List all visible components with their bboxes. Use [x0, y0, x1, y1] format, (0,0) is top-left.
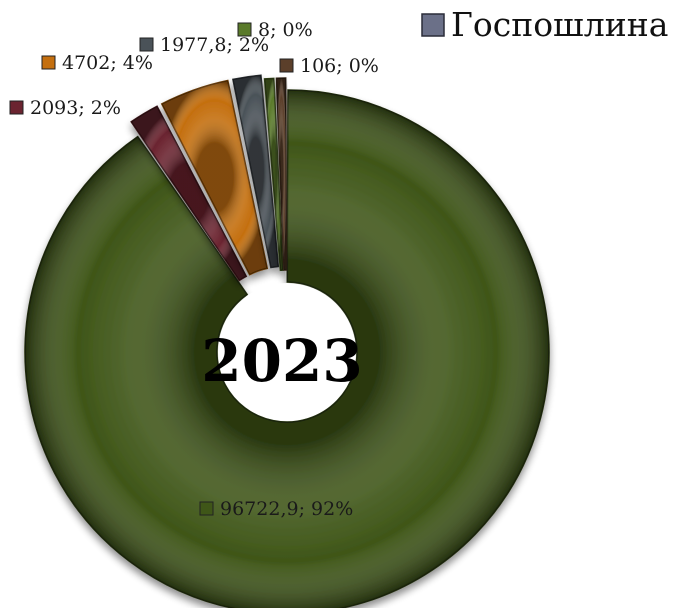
data-label-3: 1977,8; 2% — [139, 34, 269, 56]
data-label-2: 4702; 4% — [41, 52, 153, 74]
doughnut-hole — [218, 283, 356, 421]
data-label-swatch — [139, 37, 154, 52]
data-label-text: 96722,9; 92% — [220, 498, 353, 520]
data-label-text: 1977,8; 2% — [160, 34, 269, 56]
data-label-5: 106; 0% — [279, 55, 379, 77]
data-label-swatch — [237, 22, 252, 37]
data-label-text: 4702; 4% — [62, 52, 153, 74]
data-label-swatch — [279, 58, 294, 73]
data-label-4: 8; 0% — [237, 19, 313, 41]
data-label-text: 8; 0% — [258, 19, 313, 41]
legend-entry-label: Госпошлина — [451, 5, 668, 44]
data-labels-group: 96722,9; 92% 2093; 2% 4702; 4% 1977,8; 2%8;… — [9, 19, 379, 520]
data-label-swatch — [199, 501, 214, 516]
data-label-text: 106; 0% — [300, 55, 379, 77]
legend: Госпошлина — [421, 5, 668, 44]
legend-swatch — [421, 13, 445, 37]
data-label-swatch — [41, 55, 56, 70]
data-label-swatch — [9, 100, 24, 115]
data-label-1: 2093; 2% — [9, 97, 121, 119]
data-label-0: 96722,9; 92% — [199, 498, 353, 520]
data-label-text: 2093; 2% — [30, 97, 121, 119]
center-label: 2023 — [201, 327, 362, 395]
